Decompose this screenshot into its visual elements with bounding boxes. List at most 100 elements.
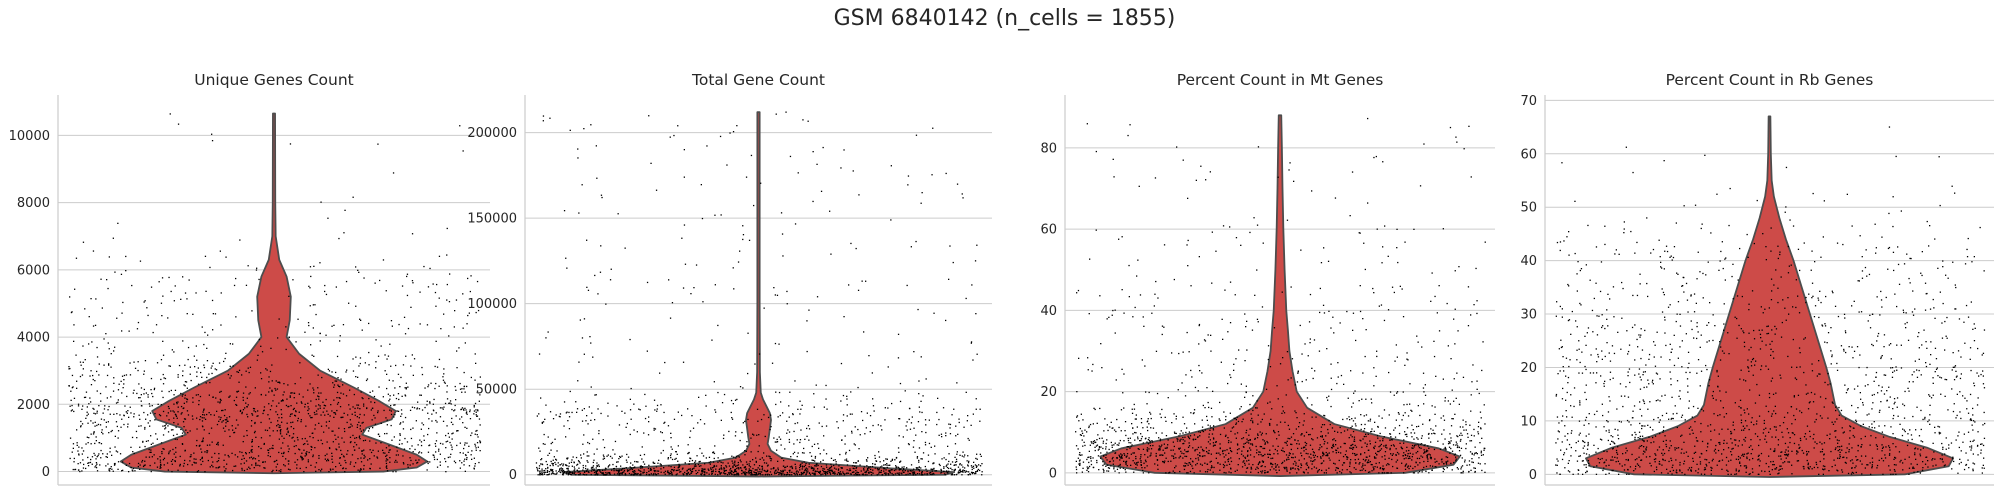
cell-point — [1214, 444, 1216, 446]
cell-point — [1098, 437, 1101, 440]
cell-point — [653, 469, 655, 472]
cell-point — [474, 379, 476, 381]
cell-point — [1383, 472, 1386, 474]
cell-point — [809, 474, 812, 476]
cell-point — [676, 473, 678, 475]
cell-point — [399, 434, 401, 436]
cell-point — [96, 370, 98, 373]
cell-point — [846, 415, 848, 417]
cell-point — [288, 448, 290, 450]
cell-point — [1112, 309, 1114, 312]
cell-point — [477, 446, 479, 448]
cell-point — [721, 402, 724, 404]
cell-point — [1346, 458, 1348, 460]
y-tick-label: 10000 — [9, 129, 50, 144]
cell-point — [554, 438, 556, 440]
cell-point — [268, 427, 271, 429]
cell-point — [254, 430, 256, 433]
cell-point — [613, 468, 615, 470]
cell-point — [860, 470, 862, 472]
cell-point — [1449, 442, 1451, 444]
cell-point — [1371, 428, 1373, 430]
cell-point — [339, 335, 341, 337]
cell-point — [456, 367, 458, 369]
cell-point — [1371, 470, 1373, 472]
cell-point — [880, 425, 882, 427]
cell-point — [260, 421, 262, 424]
cell-point — [1366, 443, 1368, 445]
cell-point — [546, 469, 549, 472]
cell-point — [215, 397, 217, 399]
cell-point — [948, 467, 950, 470]
cell-point — [1096, 422, 1098, 424]
cell-point — [1431, 469, 1433, 471]
cell-point — [891, 472, 893, 475]
cell-point — [390, 320, 393, 322]
cell-point — [377, 410, 379, 412]
cell-point — [796, 439, 798, 441]
cell-point — [90, 433, 92, 435]
cell-point — [820, 461, 822, 463]
cell-point — [714, 214, 716, 216]
cell-point — [719, 135, 722, 138]
cell-point — [453, 460, 456, 462]
cell-point — [1124, 461, 1127, 463]
cell-point — [1292, 463, 1295, 465]
cell-point — [347, 450, 349, 452]
cell-point — [1453, 318, 1455, 320]
cell-point — [1361, 398, 1363, 400]
cell-point — [355, 444, 358, 446]
cell-point — [232, 365, 234, 367]
cell-point — [1269, 366, 1272, 368]
cell-point — [628, 469, 630, 472]
cell-point — [547, 331, 549, 333]
cell-point — [215, 467, 217, 469]
cell-point — [959, 469, 961, 471]
cell-point — [796, 455, 798, 458]
cell-point — [328, 471, 330, 473]
cell-point — [251, 414, 254, 416]
cell-point — [411, 445, 413, 447]
cell-point — [886, 464, 888, 466]
cell-point — [578, 461, 580, 463]
cell-point — [427, 462, 429, 465]
cell-point — [162, 459, 165, 461]
cell-point — [239, 239, 241, 241]
cell-point — [907, 473, 909, 475]
cell-point — [359, 425, 361, 427]
cell-point — [585, 420, 587, 422]
cell-point — [202, 460, 204, 463]
cell-point — [358, 436, 360, 438]
cell-point — [382, 396, 384, 398]
cell-point — [916, 457, 918, 459]
cell-point — [1411, 444, 1414, 447]
cell-point — [1314, 370, 1316, 372]
cell-point — [406, 441, 409, 443]
cell-point — [351, 413, 353, 415]
cell-point — [637, 473, 639, 475]
cell-point — [389, 395, 391, 397]
cell-point — [326, 453, 328, 455]
cell-point — [176, 403, 178, 405]
cell-point — [959, 463, 961, 465]
cell-point — [760, 418, 763, 421]
cell-point — [1249, 231, 1251, 234]
cell-point — [1411, 424, 1413, 426]
cell-point — [263, 443, 265, 445]
cell-point — [320, 392, 322, 394]
cell-point — [177, 406, 179, 408]
cell-point — [162, 410, 165, 413]
cell-point — [1284, 441, 1286, 444]
cell-point — [255, 462, 257, 464]
cell-point — [82, 459, 84, 461]
cell-point — [207, 334, 209, 336]
cell-point — [368, 364, 370, 366]
cell-point — [88, 462, 90, 464]
cell-point — [292, 436, 294, 438]
cell-point — [626, 469, 629, 471]
cell-point — [1460, 438, 1462, 441]
cell-point — [966, 460, 968, 462]
cell-point — [956, 183, 959, 185]
cell-point — [568, 428, 571, 430]
cell-point — [1297, 370, 1299, 372]
